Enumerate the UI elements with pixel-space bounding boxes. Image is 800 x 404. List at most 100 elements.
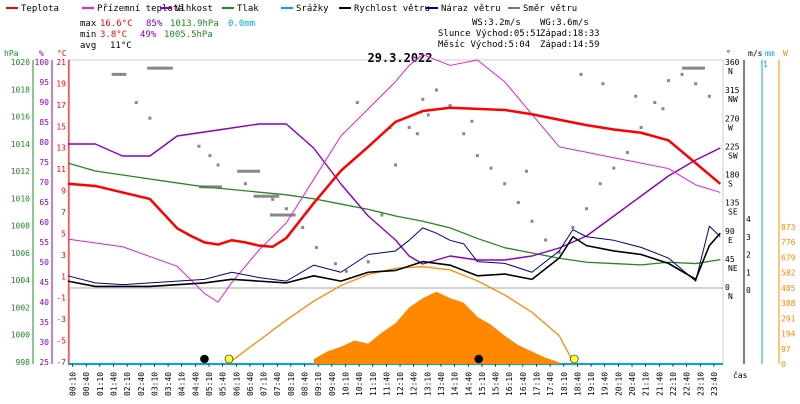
x-tick-label: 20:10 bbox=[614, 372, 623, 396]
info-sunset: Západ:18:33 bbox=[540, 29, 600, 39]
degc-tick-label: 13 bbox=[56, 144, 66, 153]
legend-label-rain: Srážky bbox=[296, 4, 329, 14]
sun-moon-marker bbox=[474, 354, 484, 364]
w-tick-label: 0 bbox=[781, 360, 786, 369]
info-moonset: Západ:14:59 bbox=[540, 40, 600, 50]
stat-min-temp: 3.8°C bbox=[100, 30, 127, 40]
ms-tick-label: 0 bbox=[746, 286, 751, 295]
w-tick-label: 679 bbox=[781, 253, 796, 262]
dir-compass-label: SW bbox=[728, 151, 738, 160]
radiation-area bbox=[313, 291, 560, 364]
degc-tick-label: 3 bbox=[61, 251, 66, 260]
x-tick-label: 06:10 bbox=[232, 372, 241, 396]
degc-tick-label: 15 bbox=[56, 122, 66, 131]
wind-direction-point bbox=[601, 82, 605, 86]
wind-direction-point bbox=[208, 154, 212, 158]
dir-compass-label: E bbox=[728, 236, 733, 245]
x-tick-label: 03:10 bbox=[150, 372, 159, 396]
legend-label-dir: Směr větru bbox=[523, 4, 577, 14]
wind-direction-bar bbox=[111, 72, 127, 76]
degc-tick-label: 11 bbox=[56, 165, 66, 174]
info-wg: WG:3.6m/s bbox=[540, 18, 589, 28]
x-tick-label: 05:10 bbox=[205, 372, 214, 396]
hpa-tick-label: 1002 bbox=[11, 303, 30, 312]
x-tick-label: 14:40 bbox=[464, 372, 473, 396]
wind-direction-point bbox=[661, 107, 665, 111]
x-tick-label: 17:10 bbox=[533, 372, 542, 396]
legend-label-hum: Vlhkost bbox=[175, 4, 213, 14]
degc-tick-label: -1 bbox=[56, 294, 66, 303]
wind-direction-point bbox=[639, 126, 643, 129]
wind-direction-point bbox=[197, 144, 201, 148]
x-tick-label: 04:10 bbox=[178, 372, 187, 396]
hpa-tick-label: 1008 bbox=[11, 222, 30, 231]
x-tick-label: 00:10 bbox=[69, 372, 78, 396]
dir-tick-label: 315 bbox=[725, 86, 740, 95]
pct-tick-label: 35 bbox=[39, 318, 49, 327]
wind-direction-point bbox=[271, 197, 275, 201]
wind-direction-point bbox=[598, 182, 602, 186]
pct-tick-label: 40 bbox=[39, 298, 49, 307]
stat-max-label: max bbox=[80, 19, 97, 29]
hpa-tick-label: 1016 bbox=[11, 113, 30, 122]
x-tick-label: 01:40 bbox=[109, 372, 118, 396]
x-tick-label: 22:40 bbox=[683, 372, 692, 396]
info-sun: Slunce Východ:05:51 bbox=[438, 29, 541, 39]
pct-tick-label: 75 bbox=[39, 158, 49, 167]
ms-tick-label: 4 bbox=[746, 215, 751, 224]
x-tick-label: 23:10 bbox=[696, 372, 705, 396]
x-tick-label: 04:40 bbox=[191, 372, 200, 396]
w-tick-label: 194 bbox=[781, 330, 796, 339]
wind-direction-point bbox=[707, 94, 711, 98]
x-tick-label: 09:10 bbox=[314, 372, 323, 396]
degc-tick-label: -5 bbox=[56, 337, 66, 346]
ms-tick-label: 3 bbox=[746, 233, 751, 242]
markers bbox=[200, 354, 579, 364]
x-tick-label: 12:10 bbox=[396, 372, 405, 396]
dir-tick-label: 180 bbox=[725, 171, 740, 180]
ms-axis-unit: m/s bbox=[748, 49, 763, 58]
wind-direction-point bbox=[216, 163, 220, 167]
dir-compass-label: NE bbox=[728, 264, 738, 273]
x-tick-label: 11:10 bbox=[369, 372, 378, 396]
pct-tick-label: 70 bbox=[39, 178, 49, 187]
wind-direction-point bbox=[380, 213, 384, 217]
x-ticks: 00:10 00:40 01:10 01:40 02:10 02:40 03:10 03:40… bbox=[69, 364, 719, 396]
pct-tick-label: 100 bbox=[35, 58, 50, 67]
stat-min-label: min bbox=[80, 30, 96, 40]
hpa-tick-label: 998 bbox=[16, 358, 31, 367]
degc-tick-label: 1 bbox=[61, 272, 66, 281]
x-tick-label: 08:10 bbox=[287, 372, 296, 396]
wind-direction-point bbox=[333, 262, 337, 266]
w-tick-label: 776 bbox=[781, 238, 796, 247]
stat-rain-total: 0.0mm bbox=[228, 19, 255, 29]
chart-title: 29.3.2022 bbox=[367, 51, 432, 65]
stat-max-press: 1013.9hPa bbox=[170, 19, 219, 29]
theoretical-solar-line bbox=[227, 266, 575, 365]
x-tick-label: 10:40 bbox=[355, 372, 364, 396]
wind-direction-point bbox=[680, 72, 684, 76]
dir-compass-label: W bbox=[728, 123, 733, 132]
info-block: WS:3.2m/s WG:3.6m/s Slunce Východ:05:51 … bbox=[438, 18, 600, 50]
x-tick-label: 22:10 bbox=[669, 372, 678, 396]
w-tick-label: 97 bbox=[781, 345, 791, 354]
wind-direction-point bbox=[571, 226, 575, 229]
stat-avg-temp: 11°C bbox=[110, 41, 132, 51]
info-moon: Měsíc Východ:5:04 bbox=[438, 40, 530, 50]
wind-direction-point bbox=[344, 269, 348, 273]
pct-tick-label: 90 bbox=[39, 98, 49, 107]
degc-tick-label: 9 bbox=[61, 187, 66, 196]
wind-direction-point bbox=[503, 182, 507, 186]
x-tick-label: 15:10 bbox=[478, 372, 487, 396]
wind-direction-point bbox=[394, 163, 397, 167]
legend-label-ws: Rychlost větru bbox=[354, 4, 430, 14]
wind-direction-point bbox=[462, 132, 466, 136]
ms-tick-label: 1 bbox=[746, 268, 751, 277]
hpa-tick-label: 1018 bbox=[11, 85, 30, 94]
x-tick-label: 03:40 bbox=[164, 372, 173, 396]
wind-direction-point bbox=[301, 226, 305, 229]
wind-direction-point bbox=[134, 101, 138, 104]
wind-direction-bar bbox=[269, 213, 296, 217]
legend-label-press: Tlak bbox=[237, 4, 259, 14]
